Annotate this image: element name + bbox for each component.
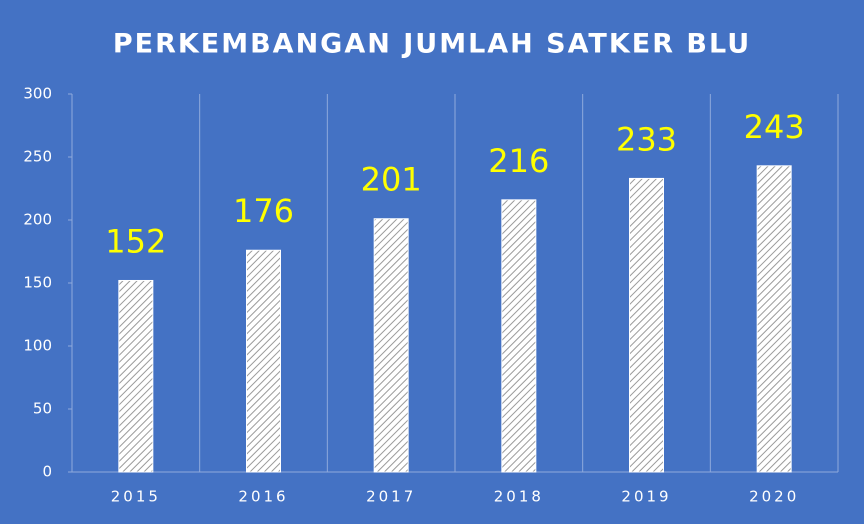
- y-tick-label: 100: [23, 337, 52, 355]
- x-tick-label: 2017: [366, 488, 416, 506]
- x-tick-label: 2020: [749, 488, 799, 506]
- y-tick-label: 0: [42, 463, 52, 481]
- y-tick-label: 250: [23, 148, 52, 166]
- x-tick-label: 2018: [494, 488, 544, 506]
- chart-title: PERKEMBANGAN JUMLAH SATKER BLU: [113, 29, 751, 60]
- y-tick-label: 150: [23, 274, 52, 292]
- y-tick-label: 300: [23, 85, 52, 103]
- bar: [246, 249, 281, 473]
- data-label: 233: [616, 120, 677, 158]
- bar: [756, 165, 792, 473]
- bar: [501, 199, 537, 473]
- bar: [373, 218, 409, 473]
- bar: [629, 177, 664, 473]
- y-tick-label: 50: [33, 400, 52, 418]
- data-label: 216: [488, 142, 549, 180]
- y-tick-label: 200: [23, 211, 52, 229]
- x-tick-label: 2015: [111, 488, 161, 506]
- data-label: 176: [233, 192, 294, 230]
- data-label: 152: [105, 222, 166, 260]
- x-tick-label: 2019: [621, 488, 671, 506]
- bar: [118, 279, 154, 473]
- x-tick-label: 2016: [238, 488, 288, 506]
- data-label: 201: [361, 161, 422, 199]
- data-label: 243: [744, 108, 805, 146]
